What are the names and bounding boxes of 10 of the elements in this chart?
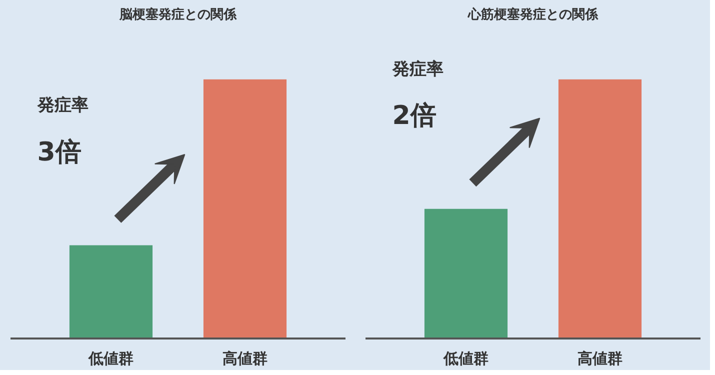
annotation: 3倍 (37, 137, 82, 168)
chart-title: 心筋梗塞発症との関係 (467, 6, 599, 22)
x-tick-label: 低値群 (442, 350, 488, 368)
x-tick-label: 高値群 (222, 350, 268, 368)
annotation: 2倍 (392, 101, 436, 132)
annotation: 発症率 (391, 59, 444, 80)
annotation: 発症率 (36, 96, 88, 116)
chart-title: 脳梗塞発症との関係 (118, 6, 238, 22)
x-tick-label: 高値群 (578, 350, 622, 368)
x-tick-label: 低値群 (88, 350, 134, 368)
